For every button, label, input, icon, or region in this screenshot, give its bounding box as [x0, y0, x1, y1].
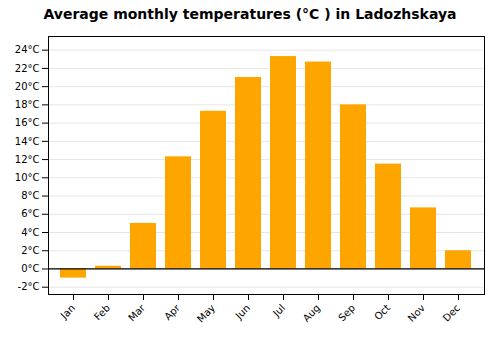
svg-text:Apr: Apr — [162, 302, 183, 323]
svg-text:8°C: 8°C — [21, 190, 39, 201]
svg-text:Mar: Mar — [126, 302, 148, 324]
svg-text:-2°C: -2°C — [18, 281, 40, 292]
svg-text:22°C: 22°C — [15, 63, 40, 74]
svg-text:Jul: Jul — [270, 302, 287, 319]
svg-text:Jan: Jan — [58, 302, 77, 321]
svg-text:Dec: Dec — [441, 302, 462, 323]
svg-text:Jun: Jun — [233, 302, 253, 322]
svg-text:14°C: 14°C — [15, 136, 40, 147]
svg-text:4°C: 4°C — [21, 227, 39, 238]
svg-text:0°C: 0°C — [21, 263, 39, 274]
svg-text:6°C: 6°C — [21, 208, 39, 219]
svg-text:20°C: 20°C — [15, 81, 40, 92]
svg-text:Feb: Feb — [92, 302, 112, 322]
svg-text:Sep: Sep — [336, 302, 357, 323]
svg-text:16°C: 16°C — [15, 117, 40, 128]
svg-text:Nov: Nov — [406, 302, 428, 324]
svg-text:24°C: 24°C — [15, 44, 40, 55]
svg-text:12°C: 12°C — [15, 154, 40, 165]
svg-text:18°C: 18°C — [15, 99, 40, 110]
svg-text:Oct: Oct — [372, 302, 392, 322]
svg-text:May: May — [195, 302, 217, 324]
svg-text:10°C: 10°C — [15, 172, 40, 183]
svg-text:Aug: Aug — [301, 302, 323, 324]
svg-text:2°C: 2°C — [21, 245, 39, 256]
html-text:Average monthly temperatures (: Average monthly temperatures (°C ) in La… — [43, 6, 457, 22]
